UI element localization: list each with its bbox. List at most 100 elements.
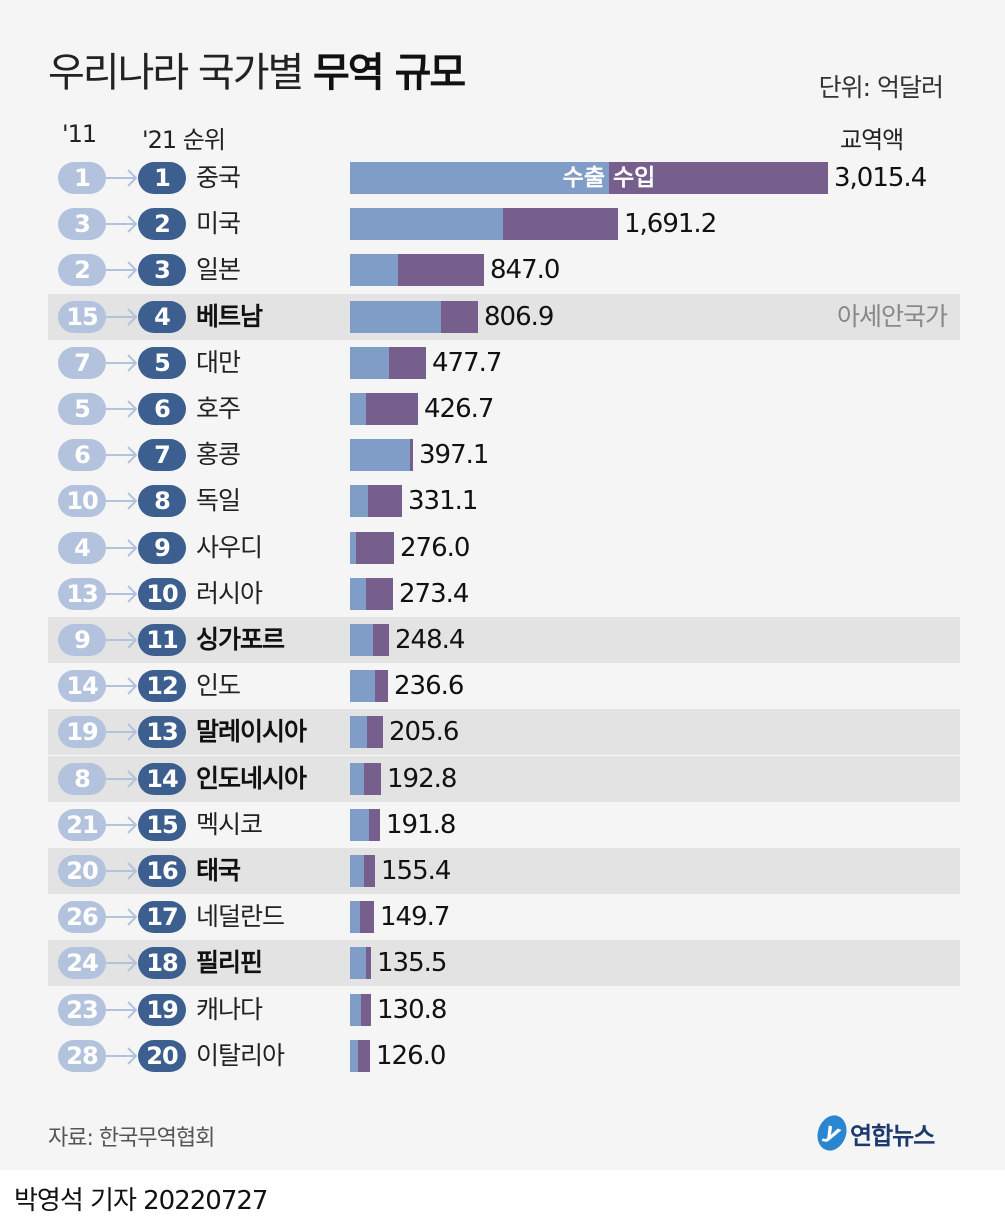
export-bar (350, 439, 410, 472)
trade-bar (350, 346, 426, 379)
rank-2011: 20 (58, 855, 106, 887)
country-name: 이탈리아 (196, 1040, 285, 1070)
asean-highlight-band (48, 848, 960, 894)
total-value: 847.0 (490, 255, 560, 286)
total-value: 205.6 (389, 717, 459, 748)
import-bar (366, 577, 393, 610)
country-name: 네덜란드 (196, 902, 285, 932)
import-bar (356, 531, 394, 564)
trade-bar (350, 993, 371, 1026)
import-bar (360, 901, 374, 934)
chart-title: 우리나라 국가별 무역 규모 (48, 40, 466, 98)
rank-2011: 2 (58, 254, 106, 287)
total-value: 331.1 (408, 486, 478, 517)
arrow-right-icon (106, 954, 138, 973)
arrow-right-icon (106, 769, 138, 788)
asean-highlight-band (48, 293, 960, 340)
import-bar (503, 208, 618, 241)
import-bar (364, 762, 381, 795)
asean-highlight-band (48, 709, 960, 756)
rank-2011: 13 (58, 577, 106, 610)
import-bar (375, 670, 388, 703)
arrow-right-icon (106, 585, 138, 603)
rank-2021: 1 (138, 162, 186, 194)
rank-2021: 11 (138, 624, 186, 656)
total-value: 236.6 (394, 671, 464, 702)
rank-2021: 4 (138, 300, 186, 333)
chart-row: 5 6 호주 426.7 (0, 393, 1005, 455)
trade-bar (350, 300, 478, 333)
rank-2011: 9 (58, 624, 106, 656)
rank-2021: 19 (138, 993, 186, 1026)
rank-2021: 6 (138, 393, 186, 425)
import-bar (366, 393, 418, 425)
asean-highlight-band (48, 755, 960, 802)
export-bar (350, 624, 373, 656)
arrow-right-icon (106, 354, 138, 372)
trade-bar (350, 762, 381, 795)
country-name: 호주 (196, 394, 241, 423)
arrow-right-icon (106, 1000, 138, 1019)
total-value: 248.4 (395, 625, 465, 655)
trade-bar (350, 1039, 370, 1072)
rank-2021: 7 (138, 439, 186, 472)
export-bar (350, 531, 356, 564)
trade-bar (350, 716, 383, 749)
total-value: 397.1 (419, 440, 489, 471)
country-name: 홍콩 (196, 440, 241, 470)
export-bar (350, 947, 366, 980)
rank-2021: 20 (138, 1039, 186, 1072)
chart-row: 19 13 말레이시아 205.6 (0, 709, 1005, 778)
rank-2011: 14 (58, 670, 106, 703)
import-bar (368, 485, 402, 518)
rank-2021: 5 (138, 346, 186, 379)
arrow-right-icon (106, 538, 138, 557)
rank-2021: 15 (138, 808, 186, 841)
country-name: 멕시코 (196, 809, 263, 839)
chart-row: 10 8 독일 331.1 (0, 485, 1005, 547)
country-name: 인도 (196, 671, 241, 701)
rank-2021: 13 (138, 716, 186, 749)
source-note: 자료: 한국무역협회 (48, 1126, 215, 1151)
rank-2011: 23 (58, 993, 106, 1026)
country-name: 필리핀 (196, 948, 263, 978)
arrow-right-icon (106, 908, 138, 926)
total-value: 426.7 (424, 394, 494, 424)
country-name: 인도네시아 (196, 763, 307, 793)
chart-row: 14 12 인도 236.6 (0, 670, 1005, 732)
export-bar (350, 300, 441, 333)
country-name: 베트남 (196, 301, 263, 331)
country-name: 말레이시아 (196, 717, 307, 747)
trade-bar (350, 485, 402, 518)
export-bar: 수출 (350, 162, 609, 194)
rank-2011: 26 (58, 901, 106, 934)
total-value: 126.0 (376, 1040, 446, 1071)
country-name: 캐나다 (196, 994, 263, 1024)
chart-row: 28 20 이탈리아 126.0 (0, 1039, 1005, 1102)
arrow-right-icon (106, 169, 138, 187)
trade-bar (350, 901, 374, 934)
rank-2011: 6 (58, 439, 106, 472)
country-name: 미국 (196, 209, 241, 239)
export-bar (350, 670, 375, 703)
chart-row: 26 17 네덜란드 149.7 (0, 901, 1005, 963)
total-value: 192.8 (387, 763, 457, 794)
import-bar (369, 808, 380, 841)
import-label: 수입 (613, 165, 656, 191)
export-bar (350, 716, 367, 749)
chart-row: 7 5 대만 477.7 (0, 346, 1005, 409)
export-bar (350, 346, 389, 379)
chart-row: 4 9 사우디 276.0 (0, 531, 1005, 594)
rank-2021: 14 (138, 762, 186, 795)
asean-highlight-band (48, 617, 960, 663)
import-bar (366, 947, 371, 980)
import-bar (441, 300, 478, 333)
import-bar (410, 439, 413, 472)
rank-2011: 3 (58, 208, 106, 241)
total-value: 3,015.4 (834, 163, 927, 193)
total-value: 191.8 (386, 809, 456, 840)
total-value: 149.7 (380, 902, 450, 933)
country-name: 일본 (196, 255, 241, 285)
total-value: 135.5 (377, 948, 447, 979)
